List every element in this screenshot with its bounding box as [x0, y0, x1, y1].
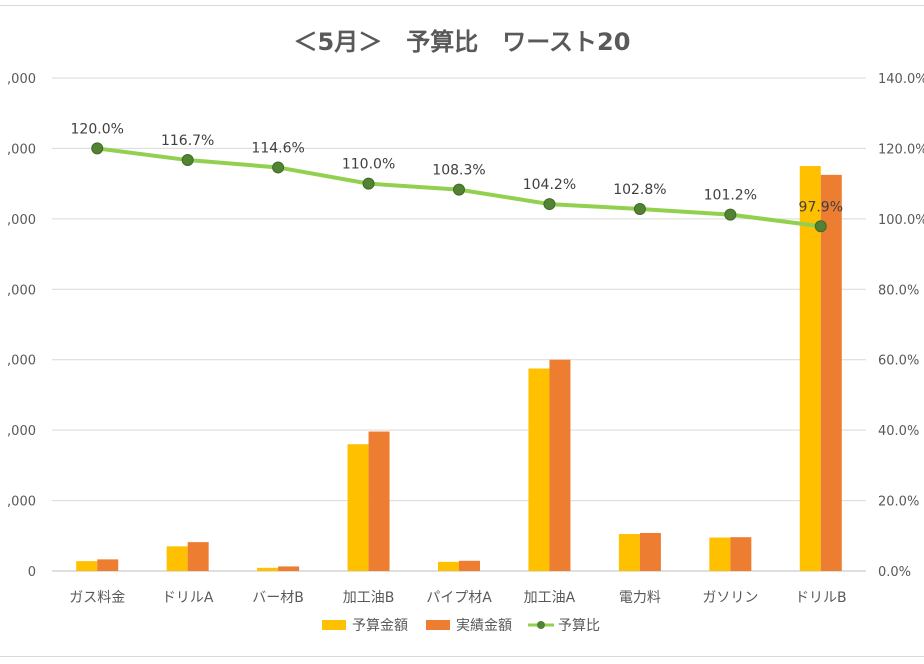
- ratio-point: [453, 183, 465, 196]
- bar-actual: [278, 566, 300, 571]
- x-tick-label: バー材B: [252, 590, 304, 606]
- x-tick-label: ドリルA: [162, 590, 214, 606]
- ratio-data-label: 101.2%: [704, 188, 757, 204]
- ratio-point: [362, 177, 375, 190]
- right-tick-label: 20.0%: [878, 495, 919, 510]
- x-tick-label: ドリルB: [795, 590, 847, 606]
- ratio-data-label: 114.6%: [251, 140, 304, 156]
- ratio-point: [543, 198, 556, 211]
- legend-swatch: [322, 620, 346, 630]
- ratio-point: [91, 142, 104, 155]
- ratio-point: [814, 220, 827, 233]
- right-tick-label: 80.0%: [878, 283, 919, 298]
- legend-label: 実績金額: [456, 618, 512, 634]
- bar-budget: [438, 561, 459, 571]
- bar-actual: [730, 537, 752, 571]
- x-axis-labels: ガス料金 ドリルA バー材B 加工油B パイプ材A 加工油A 電力料 ガソリン ドリルB: [69, 590, 846, 606]
- left-tick-label: ,000: [7, 142, 36, 157]
- bar-budget: [166, 546, 188, 571]
- left-tick-label: ,000: [7, 354, 36, 369]
- bar-actual: [549, 359, 571, 571]
- bar-budget: [618, 534, 640, 571]
- ratio-data-label: 116.7%: [161, 133, 214, 149]
- legend: 予算金額 実績金額 予算比: [322, 618, 600, 634]
- left-tick-label: ,000: [7, 283, 36, 298]
- legend-label: 予算金額: [352, 618, 408, 634]
- left-tick-label: ,000: [7, 495, 36, 510]
- right-tick-label: 100.0%: [878, 213, 924, 228]
- bar-actual: [187, 542, 209, 571]
- legend-swatch: [426, 620, 450, 630]
- bar-actual: [97, 559, 119, 571]
- bar-actual: [459, 560, 480, 571]
- ratio-point: [724, 208, 737, 221]
- x-tick-label: 電力料: [619, 590, 661, 606]
- x-tick-label: ガソリン: [702, 590, 758, 606]
- legend-swatch-marker: [537, 621, 545, 629]
- left-tick-label: ,000: [7, 213, 36, 228]
- bar-budget: [799, 166, 821, 572]
- right-tick-label: 140.0%: [878, 72, 924, 87]
- ratio-line: 120.0% 116.7% 114.6% 110.0% 108.3% 104.2% 102.…: [71, 121, 843, 233]
- right-axis-labels: 140.0% 120.0% 100.0% 80.0% 60.0% 40.0% 20.0% 0.…: [878, 72, 924, 580]
- ratio-data-label: 120.0%: [71, 121, 124, 137]
- ratio-point: [272, 161, 285, 174]
- left-tick-label: ,000: [7, 424, 36, 439]
- bar-actual: [820, 174, 842, 571]
- bar-budget: [76, 561, 98, 571]
- left-axis-labels: ,000 ,000 ,000 ,000 ,000 ,000 ,000 0: [7, 72, 36, 580]
- ratio-data-label: 97.9%: [799, 199, 843, 215]
- ratio-data-label: 108.3%: [432, 163, 485, 179]
- x-tick-label: 加工油A: [524, 590, 576, 606]
- ratio-data-label: 102.8%: [613, 182, 666, 198]
- right-tick-label: 60.0%: [878, 354, 919, 369]
- right-tick-label: 40.0%: [878, 424, 919, 439]
- x-tick-label: ガス料金: [69, 590, 125, 606]
- ratio-point: [181, 154, 194, 167]
- bar-budget: [528, 368, 550, 571]
- bar-budget: [709, 537, 731, 571]
- bar-actual: [639, 532, 661, 571]
- x-tick-label: 加工油B: [343, 590, 395, 606]
- gridlines: [52, 77, 866, 572]
- ratio-point: [633, 202, 646, 215]
- bars: [76, 166, 842, 572]
- left-tick-label: 0: [28, 565, 36, 580]
- bar-budget: [347, 444, 369, 571]
- ratio-data-label: 104.2%: [523, 177, 576, 193]
- x-tick-label: パイプ材A: [426, 590, 492, 606]
- chart-title: ＜5月＞ 予算比 ワースト20: [294, 28, 631, 56]
- right-tick-label: 0.0%: [878, 565, 911, 580]
- bottom-border: [0, 656, 924, 657]
- bar-budget: [257, 567, 279, 571]
- legend-label: 予算比: [558, 618, 600, 634]
- bar-actual: [368, 431, 390, 571]
- ratio-data-label: 110.0%: [342, 157, 395, 173]
- top-border: [0, 5, 924, 6]
- left-tick-label: ,000: [7, 72, 36, 87]
- right-tick-label: 120.0%: [878, 142, 924, 157]
